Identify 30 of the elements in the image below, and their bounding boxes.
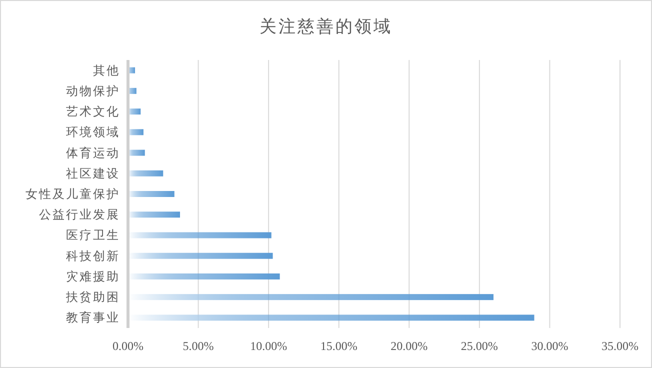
bar bbox=[128, 150, 145, 156]
bar bbox=[128, 191, 174, 197]
x-tick-label: 5.00% bbox=[182, 339, 214, 353]
bar bbox=[128, 212, 180, 218]
y-tick-label: 公益行业发展 bbox=[39, 208, 120, 222]
bar bbox=[128, 252, 273, 259]
y-tick-label: 社区建设 bbox=[66, 166, 120, 180]
y-tick-label: 灾难援助 bbox=[66, 269, 120, 284]
y-tick-label: 动物保护 bbox=[66, 84, 120, 98]
y-tick-label: 科技创新 bbox=[66, 248, 120, 263]
y-tick-label: 女性及儿童保护 bbox=[26, 187, 120, 201]
y-tick-label: 其他 bbox=[93, 63, 120, 78]
x-tick-label: 25.00% bbox=[460, 339, 498, 353]
x-tick-label: 0.00% bbox=[112, 339, 144, 353]
y-tick-label: 扶贫助困 bbox=[65, 290, 120, 304]
bar bbox=[128, 232, 272, 238]
y-tick-label: 体育运动 bbox=[66, 146, 120, 160]
x-tick-label: 30.00% bbox=[531, 339, 568, 353]
x-tick-label: 15.00% bbox=[320, 339, 358, 353]
bar bbox=[128, 170, 164, 176]
bar bbox=[128, 129, 144, 136]
x-tick-label: 35.00% bbox=[602, 339, 638, 353]
y-tick-label: 教育事业 bbox=[66, 310, 120, 325]
y-tick-label: 环境领域 bbox=[66, 125, 120, 140]
y-tick-label: 艺术文化 bbox=[66, 104, 120, 119]
chart-title: 关注慈善的领域 bbox=[260, 17, 392, 36]
x-tick-label: 10.00% bbox=[250, 339, 288, 353]
y-tick-label: 医疗卫生 bbox=[66, 228, 120, 242]
bar bbox=[128, 273, 280, 280]
x-tick-label: 20.00% bbox=[390, 339, 428, 353]
